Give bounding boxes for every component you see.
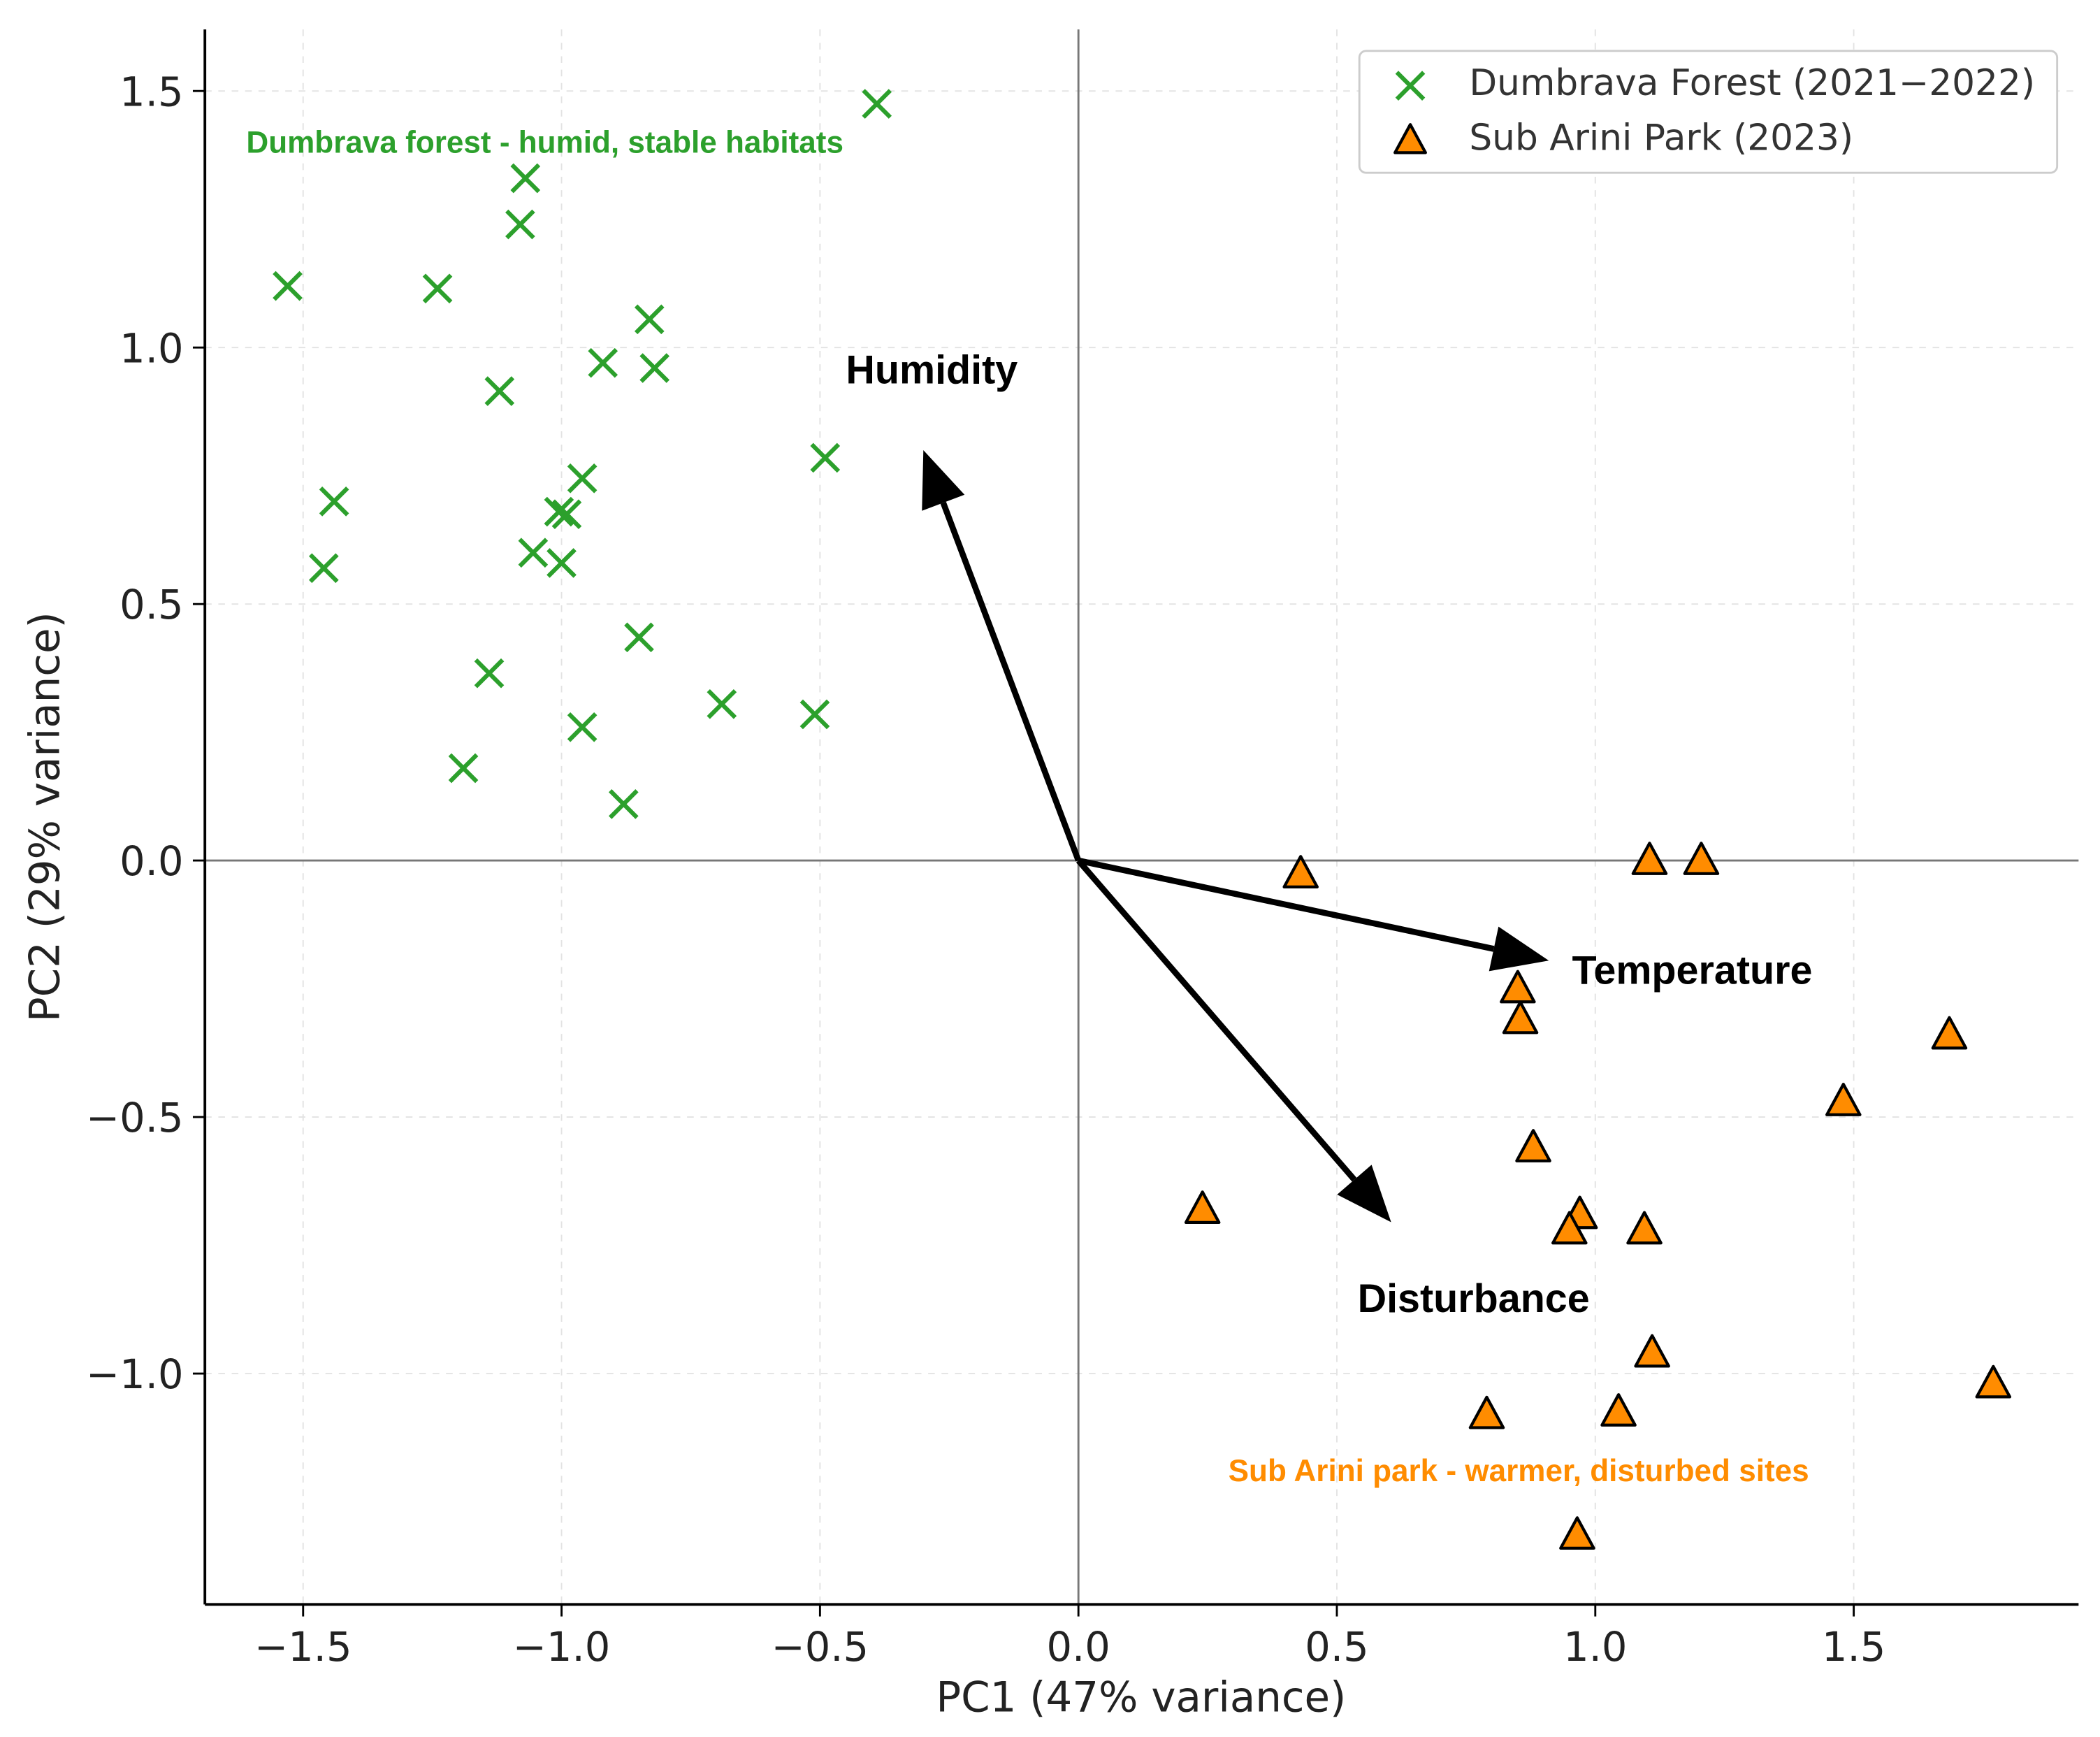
ticks: −1.5 −1.0 −0.5 0.0 0.5 1.0 1.5 −1.0 −0.5 0.0 0.5 1.… xyxy=(86,69,1885,1670)
point-x-marker xyxy=(319,486,349,517)
point-triangle-marker xyxy=(1500,970,1536,1004)
point-x-marker xyxy=(567,712,598,742)
point-x-marker xyxy=(862,89,892,119)
vector-humidity xyxy=(940,501,1082,862)
legend: Dumbrava Forest (2021−2022) Sub Arini Pa… xyxy=(1358,50,2059,174)
point-x-marker xyxy=(608,789,639,819)
point-triangle-marker xyxy=(1931,1016,1968,1050)
annotation-text: Dumbrava forest - humid, stable habitats xyxy=(246,125,843,159)
point-x-marker xyxy=(544,496,574,527)
point-triangle-marker xyxy=(1634,1334,1670,1368)
vector-label: Humidity xyxy=(846,348,1018,393)
legend-label-dumbrava: Dumbrava Forest (2021−2022) xyxy=(1469,62,2035,104)
vector-arrowhead xyxy=(1489,926,1549,972)
point-x-marker xyxy=(639,353,670,383)
x-tick-label: −1.5 xyxy=(254,1624,352,1671)
y-tick-label: 0.0 xyxy=(120,838,183,885)
annotations: Dumbrava forest - humid, stable habitats… xyxy=(246,125,1809,1488)
point-triangle-marker xyxy=(1468,1395,1505,1429)
point-triangle-marker xyxy=(1975,1364,2012,1399)
x-axis-label: PC1 (47% variance) xyxy=(936,1674,1346,1722)
point-triangle-marker xyxy=(1502,1000,1539,1035)
y-axis-label: PC2 (29% variance) xyxy=(21,612,69,1022)
point-triangle-marker xyxy=(1551,1211,1588,1245)
y-tick-label: 1.5 xyxy=(120,69,183,115)
point-x-marker xyxy=(448,753,479,784)
point-x-marker xyxy=(308,553,339,584)
point-x-marker xyxy=(707,689,737,719)
point-triangle-marker xyxy=(1282,855,1319,888)
point-x-marker xyxy=(799,699,830,730)
point-triangle-marker xyxy=(1825,1083,1862,1116)
axes xyxy=(203,29,2079,1606)
y-tick-label: 1.0 xyxy=(120,325,183,372)
legend-box xyxy=(1358,50,2059,174)
zero-lines xyxy=(205,29,2079,1605)
vector-arrowhead xyxy=(922,449,965,511)
point-x-marker xyxy=(510,163,541,194)
point-triangle-marker xyxy=(1184,1190,1221,1224)
point-x-marker xyxy=(484,376,515,406)
y-tick-label: 0.5 xyxy=(120,582,183,628)
point-x-marker xyxy=(546,548,577,578)
vector-temperature xyxy=(1078,857,1495,952)
point-triangle-marker xyxy=(1559,1516,1595,1550)
point-x-marker xyxy=(273,271,303,301)
x-tick-label: 0.0 xyxy=(1046,1624,1110,1671)
point-x-marker xyxy=(474,658,505,689)
grid xyxy=(205,29,2079,1605)
point-x-marker xyxy=(567,463,598,493)
vector-label: Temperature xyxy=(1572,948,1813,993)
point-x-marker xyxy=(624,622,654,653)
point-x-marker xyxy=(505,209,535,240)
y-tick-label: −0.5 xyxy=(86,1095,184,1141)
point-x-marker xyxy=(551,499,582,530)
vector-disturbance xyxy=(1076,858,1357,1182)
point-x-marker xyxy=(518,538,549,568)
annotation-text: Sub Arini park - warmer, disturbed sites xyxy=(1229,1454,1809,1488)
point-x-marker xyxy=(1395,71,1426,101)
legend-marker-x xyxy=(1395,71,1426,101)
x-tick-label: 1.5 xyxy=(1822,1624,1885,1671)
point-triangle-marker xyxy=(1626,1211,1663,1245)
point-x-marker xyxy=(810,442,841,473)
vector-label: Disturbance xyxy=(1358,1276,1590,1321)
vector-arrowhead xyxy=(1337,1165,1391,1223)
legend-label-sub-arini: Sub Arini Park (2023) xyxy=(1469,117,1853,159)
x-tick-label: −0.5 xyxy=(772,1624,869,1671)
point-x-marker xyxy=(422,273,453,304)
point-x-marker xyxy=(634,304,665,335)
x-tick-label: 1.0 xyxy=(1563,1624,1627,1671)
x-tick-label: −1.0 xyxy=(513,1624,611,1671)
loading-vectors: Humidity Temperature Disturbance xyxy=(846,348,1812,1321)
point-triangle-marker xyxy=(1515,1129,1551,1162)
point-triangle-marker xyxy=(1683,842,1720,875)
point-triangle-marker xyxy=(1600,1393,1637,1427)
x-tick-label: 0.5 xyxy=(1305,1624,1368,1671)
y-tick-label: −1.0 xyxy=(86,1351,184,1398)
legend-marker-triangle xyxy=(1393,123,1427,154)
data-points xyxy=(273,89,2012,1550)
point-x-marker xyxy=(588,347,618,378)
point-triangle-marker xyxy=(1393,123,1427,154)
point-triangle-marker xyxy=(1631,842,1668,875)
